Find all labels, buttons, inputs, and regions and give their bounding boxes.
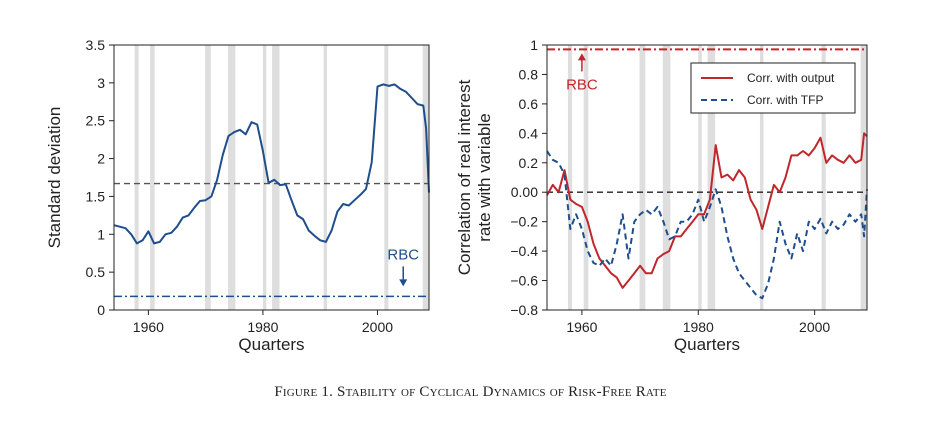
y-axis-label: Correlation of real interestrate with va… bbox=[455, 79, 494, 275]
recession-band bbox=[150, 45, 155, 310]
legend-box bbox=[690, 62, 856, 114]
recession-band bbox=[567, 45, 573, 310]
recession-band bbox=[205, 45, 211, 310]
y-tick-label: 0.8 bbox=[519, 66, 539, 82]
plot-frame bbox=[113, 44, 430, 311]
y-tick-label: −0.4 bbox=[510, 243, 538, 259]
legend-label: Corr. with TFP bbox=[747, 93, 823, 107]
recession-band bbox=[662, 45, 671, 310]
recession-band bbox=[384, 45, 389, 310]
x-tick-label: 1980 bbox=[247, 319, 278, 335]
x-axis-label: Quarters bbox=[238, 335, 304, 354]
y-axis-label-line: Correlation of real interest bbox=[455, 79, 474, 275]
y-tick-label: 3 bbox=[97, 75, 105, 91]
series-line bbox=[546, 150, 868, 300]
recession-band bbox=[583, 45, 589, 310]
recession-band bbox=[227, 45, 236, 310]
chart-left-standard-deviation: RBC 0 0.5 1 1.5 2 2.5 3 3.5 1960 1980 2000 Quarters S… bbox=[45, 37, 430, 354]
x-tick-label: 2000 bbox=[362, 319, 393, 335]
x-axis-label: Quarters bbox=[674, 335, 740, 354]
y-tick-label: 0.00 bbox=[511, 184, 538, 200]
recession-band bbox=[262, 45, 267, 310]
x-tick-label: 1980 bbox=[683, 319, 714, 335]
plot-frame bbox=[546, 44, 868, 311]
y-tick-label: 2.5 bbox=[86, 113, 106, 129]
y-tick-label: −0.6 bbox=[510, 273, 538, 289]
recession-band bbox=[860, 45, 867, 310]
rbc-label: RBC bbox=[566, 76, 598, 93]
y-axis-label: Standard deviation bbox=[45, 107, 64, 249]
x-tick-label: 1960 bbox=[566, 319, 597, 335]
y-tick-label: 0.5 bbox=[86, 264, 106, 280]
series-line bbox=[546, 132, 868, 289]
recession-band bbox=[272, 45, 280, 310]
y-tick-label: −0.8 bbox=[510, 302, 538, 318]
recession-band bbox=[821, 45, 826, 310]
rbc-arrow-head bbox=[399, 279, 408, 287]
y-tick-label: 0.6 bbox=[519, 96, 539, 112]
y-tick-label: 0 bbox=[97, 302, 105, 318]
x-tick-label: 1960 bbox=[133, 319, 164, 335]
y-tick-label: 0.2 bbox=[519, 155, 539, 171]
legend-label: Corr. with output bbox=[747, 71, 835, 85]
y-axis-label-line: rate with variable bbox=[475, 113, 494, 242]
y-tick-label: 0.4 bbox=[519, 125, 539, 141]
y-tick-label: −0.2 bbox=[510, 214, 538, 230]
x-tick-label: 2000 bbox=[799, 319, 830, 335]
y-tick-label: 2 bbox=[97, 151, 105, 167]
recession-band bbox=[698, 45, 702, 310]
y-tick-label: 1.5 bbox=[86, 188, 106, 204]
figure-caption: Figure 1. Stability of Cyclical Dynamics… bbox=[274, 384, 667, 400]
recession-band bbox=[759, 45, 764, 310]
y-tick-label: 3.5 bbox=[86, 37, 106, 53]
rbc-arrow-head bbox=[577, 53, 586, 61]
recession-band bbox=[422, 45, 429, 310]
recession-band bbox=[323, 45, 328, 310]
y-tick-label: 1 bbox=[530, 37, 538, 53]
recession-band bbox=[639, 45, 646, 310]
chart-right-correlation: RBC −0.8 −0.6 −0.4 −0.2 0.00 0.2 0.4 0.6 0.8 1 1960… bbox=[455, 37, 868, 354]
recession-band bbox=[134, 45, 139, 310]
y-tick-label: 1 bbox=[97, 226, 105, 242]
rbc-label: RBC bbox=[387, 246, 419, 263]
series-line bbox=[113, 83, 430, 245]
